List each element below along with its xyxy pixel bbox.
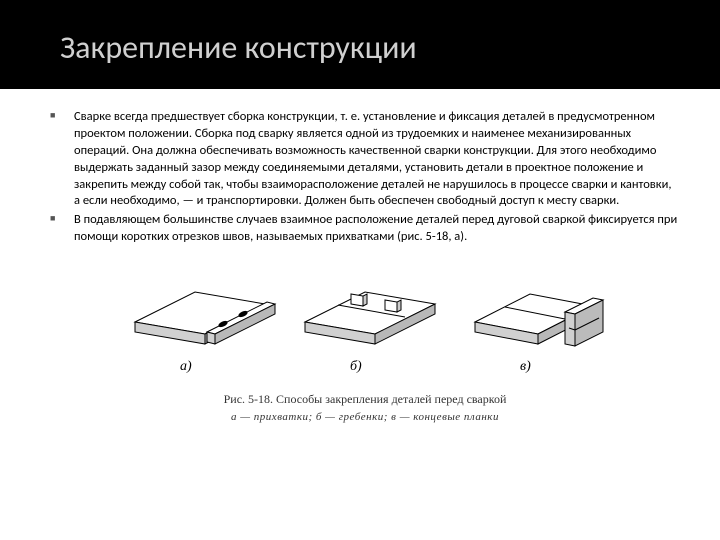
figure-c: в) — [475, 294, 603, 374]
figure-area: а) б) — [50, 262, 680, 423]
figure-caption: Рис. 5-18. Способы закрепления деталей п… — [50, 392, 680, 423]
diagram-illustration: а) б) — [125, 262, 605, 382]
slide-title: Закрепление конструкции — [60, 28, 417, 67]
bullet-text: В подавляющем большинстве случаев взаимн… — [74, 212, 677, 244]
bullet-list: Сварке всегда предшествует сборка констр… — [50, 109, 680, 246]
content-area: Сварке всегда предшествует сборка констр… — [0, 89, 720, 431]
bullet-item: Сварке всегда предшествует сборка констр… — [50, 109, 680, 210]
caption-main: Рис. 5-18. Способы закрепления деталей п… — [50, 392, 680, 407]
label-c: в) — [520, 359, 531, 374]
bullet-item: В подавляющем большинстве случаев взаимн… — [50, 212, 680, 246]
figure-b: б) — [305, 292, 435, 374]
figure-a: а) — [135, 292, 275, 374]
label-a: а) — [180, 359, 192, 374]
slide-header: Закрепление конструкции — [0, 0, 720, 89]
bullet-text: Сварке всегда предшествует сборка констр… — [74, 109, 671, 208]
caption-sub: а — прихватки; б — гребенки; в — концевы… — [50, 411, 680, 423]
label-b: б) — [350, 359, 362, 374]
